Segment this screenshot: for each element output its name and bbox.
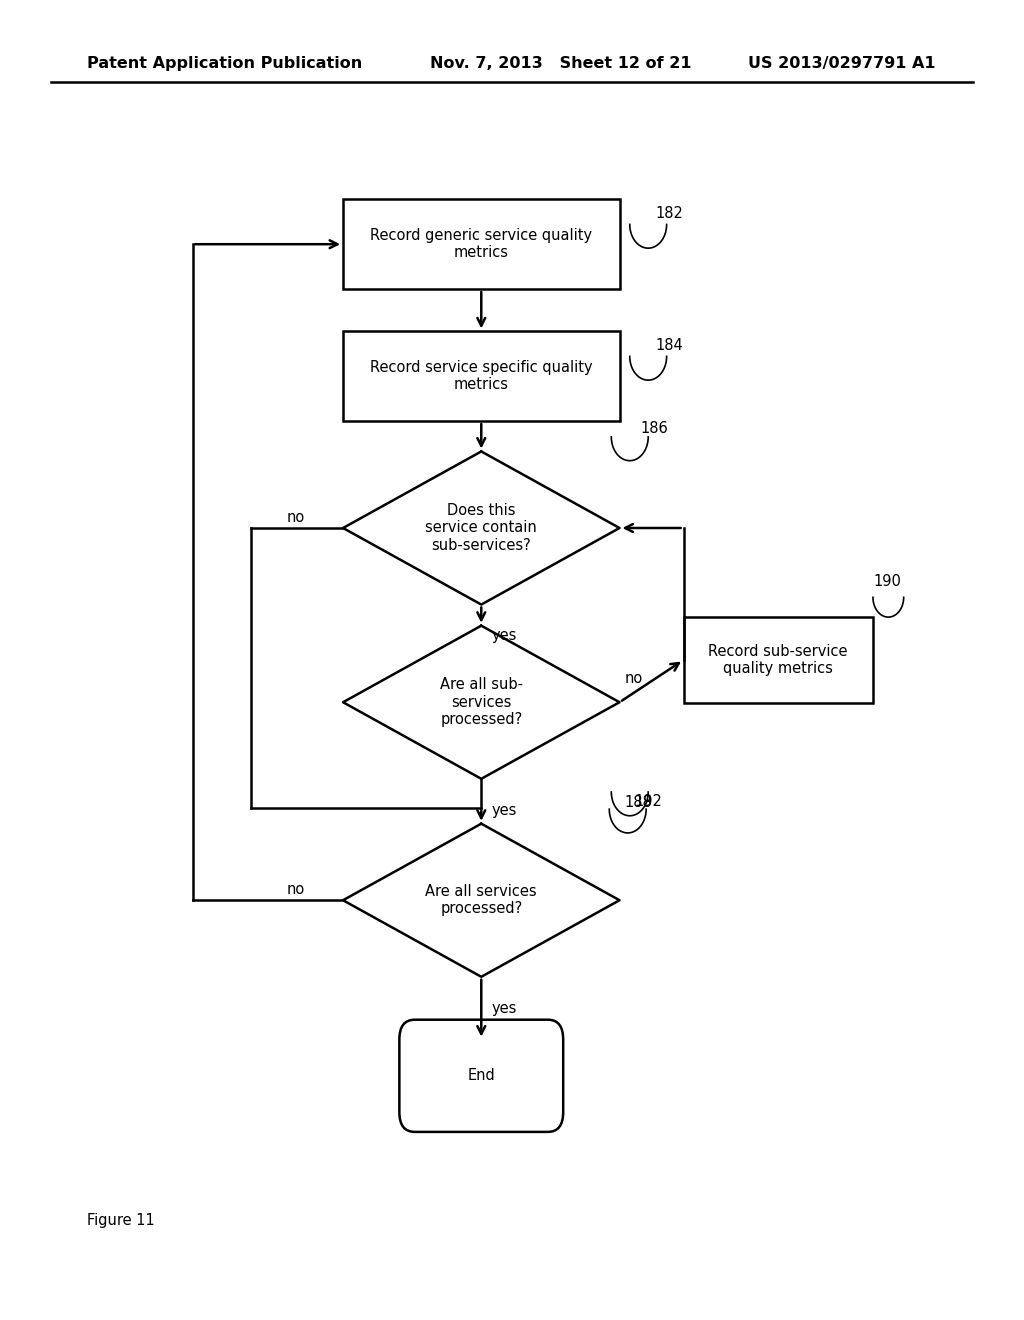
Bar — [343, 199, 620, 289]
Text: no: no — [625, 671, 643, 686]
Text: 182: 182 — [655, 206, 683, 222]
Text: no: no — [287, 510, 305, 525]
Bar — [684, 618, 872, 702]
Text: Record generic service quality
metrics: Record generic service quality metrics — [371, 228, 592, 260]
Text: Are all services
processed?: Are all services processed? — [425, 884, 538, 916]
Text: Nov. 7, 2013   Sheet 12 of 21: Nov. 7, 2013 Sheet 12 of 21 — [430, 55, 691, 71]
Text: End: End — [467, 1068, 496, 1084]
Text: Patent Application Publication: Patent Application Publication — [87, 55, 362, 71]
Text: yes: yes — [492, 1001, 517, 1015]
Text: 184: 184 — [655, 338, 683, 354]
Bar — [343, 331, 620, 421]
FancyBboxPatch shape — [399, 1019, 563, 1131]
Text: yes: yes — [492, 803, 517, 817]
Text: 190: 190 — [872, 574, 901, 589]
Text: US 2013/0297791 A1: US 2013/0297791 A1 — [748, 55, 935, 71]
Text: 188: 188 — [625, 795, 652, 810]
Text: Figure 11: Figure 11 — [87, 1213, 155, 1229]
Text: no: no — [287, 882, 305, 898]
Text: 192: 192 — [635, 793, 663, 809]
Text: Record service specific quality
metrics: Record service specific quality metrics — [370, 360, 593, 392]
Text: Are all sub-
services
processed?: Are all sub- services processed? — [439, 677, 523, 727]
Text: Does this
service contain
sub-services?: Does this service contain sub-services? — [425, 503, 538, 553]
Text: yes: yes — [492, 628, 517, 643]
Text: 186: 186 — [640, 421, 668, 437]
Text: Record sub-service
quality metrics: Record sub-service quality metrics — [709, 644, 848, 676]
